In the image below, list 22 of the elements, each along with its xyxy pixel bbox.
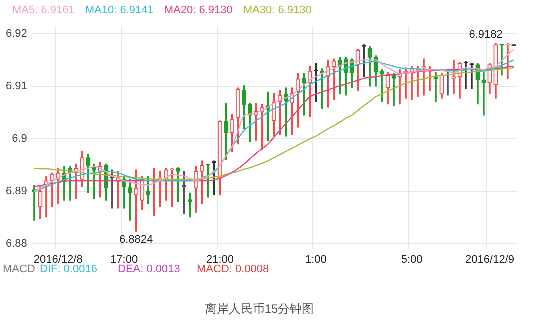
text: MACD: 0.0008 [197,263,270,276]
y-tick-label: 6.9 [12,133,28,146]
x-tick-label: 2016/12/9 [466,254,514,266]
text: MA5: 6.9161 [12,4,75,17]
candlestick [482,72,486,116]
text: MA10: 6.9141 [85,4,154,17]
y-tick-label: 6.89 [6,186,28,198]
text: MACD [3,263,36,276]
text: DIF: 0.0016 [40,263,98,276]
x-tick-label: 5:00 [401,254,423,266]
x-tick-label: 1:00 [305,254,327,266]
annotation: 6.8824 [119,234,154,246]
text: DEA: 0.0013 [118,263,180,276]
text: 离岸人民币15分钟图 [204,302,314,316]
text: MA20: 6.9130 [164,4,233,17]
candlestick [434,72,438,102]
annotation: 6.9182 [469,28,503,41]
candlestick [422,58,426,96]
y-tick-label: 6.92 [6,28,28,40]
y-tick-label: 6.91 [6,80,28,92]
text: MA30: 6.9130 [243,4,312,17]
y-tick-label: 6.88 [6,238,28,250]
